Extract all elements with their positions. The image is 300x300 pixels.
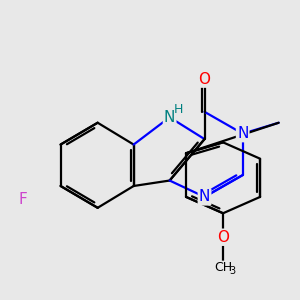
Text: O: O bbox=[217, 230, 229, 245]
Text: N: N bbox=[164, 110, 175, 125]
Text: CH: CH bbox=[214, 261, 232, 274]
Text: O: O bbox=[199, 72, 211, 87]
Text: N: N bbox=[199, 189, 210, 204]
Text: H: H bbox=[174, 103, 183, 116]
Text: 3: 3 bbox=[230, 266, 236, 276]
Text: N: N bbox=[237, 126, 248, 141]
Text: F: F bbox=[18, 192, 27, 207]
